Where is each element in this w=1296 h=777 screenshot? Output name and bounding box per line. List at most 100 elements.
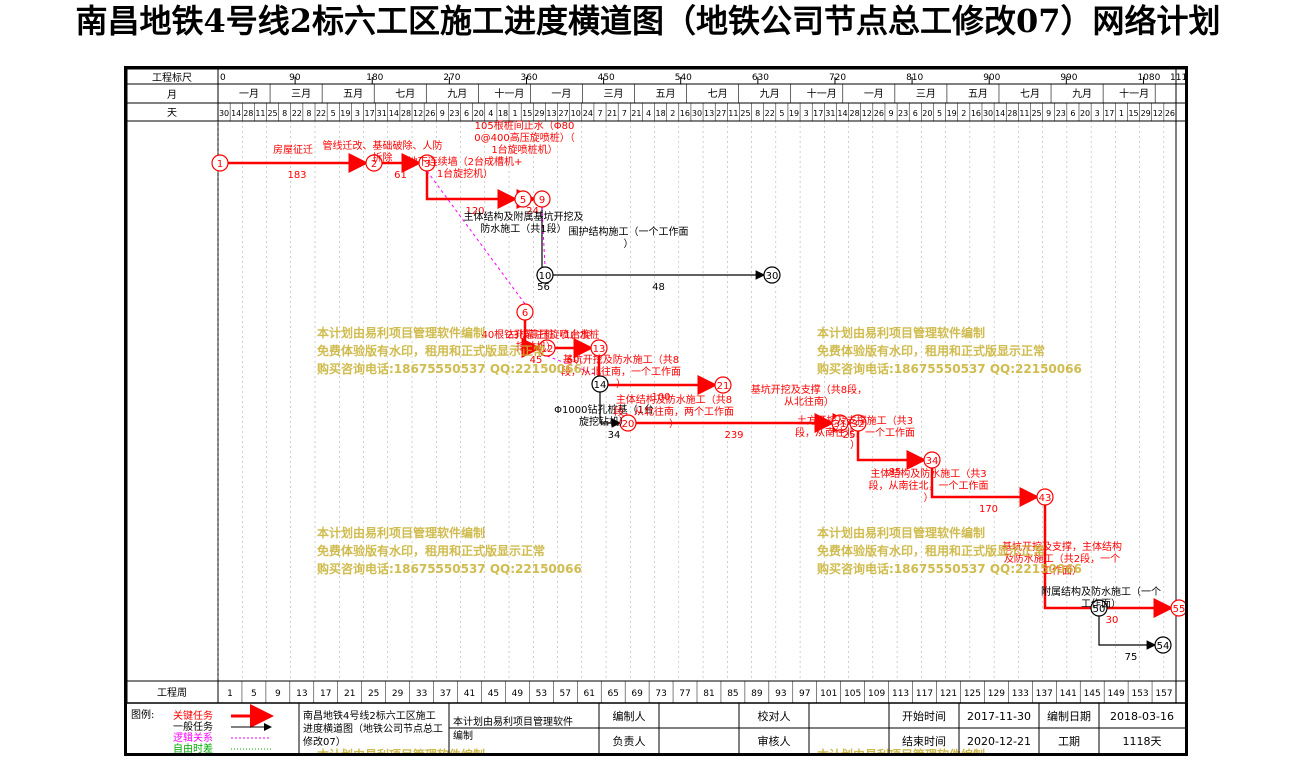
- day-label: 16: [971, 109, 981, 118]
- info-date-label: 编制日期: [1047, 709, 1091, 723]
- task-name-label: 基坑开挖及支撑，主体结构: [1002, 540, 1122, 553]
- day-label: 30: [983, 109, 993, 118]
- day-label: 8: [282, 109, 287, 118]
- scale-tick-label: 900: [983, 73, 1000, 83]
- network-node: [533, 190, 551, 208]
- day-label: 6: [1070, 109, 1075, 118]
- task-name-label: ）: [669, 418, 679, 430]
- node-number: 50: [1093, 604, 1106, 615]
- node-number: 6: [522, 308, 528, 319]
- week-label: 77: [679, 689, 690, 699]
- week-label: 157: [1155, 689, 1172, 699]
- week-label: 149: [1108, 689, 1125, 699]
- network-node: [849, 414, 867, 432]
- node-number: 20: [622, 419, 635, 430]
- week-label: 73: [655, 689, 666, 699]
- week-label: 109: [868, 689, 885, 699]
- task-duration-label: 30: [1106, 615, 1119, 626]
- task-name-label: 拆除: [373, 151, 393, 164]
- week-label: 129: [988, 689, 1005, 699]
- info-project-name: 南昌地铁4号线2标六工区施工: [303, 709, 436, 722]
- scale-tick-label: 810: [906, 73, 923, 83]
- task-name-label: 主体结构及防水施工（共3: [870, 467, 986, 480]
- legend-item-label: 逻辑关系: [173, 731, 213, 744]
- node-number: 14: [594, 380, 607, 391]
- task-name-label: 从北往南）: [784, 395, 834, 408]
- day-label: 16: [680, 109, 690, 118]
- task-name-label: Φ1000钻孔桩基（1台: [554, 403, 654, 416]
- month-label: 五月: [968, 88, 988, 100]
- info-start-value: 2017-11-30: [967, 710, 1031, 723]
- day-label: 6: [913, 109, 918, 118]
- week-label: 65: [607, 689, 618, 699]
- day-label: 17: [813, 109, 823, 118]
- watermark-text: 本计划由易利项目管理软件编制: [317, 747, 485, 753]
- network-node: [831, 414, 849, 432]
- task-arrow: [521, 320, 542, 358]
- month-label: 五月: [343, 88, 363, 100]
- day-label: 31: [377, 109, 387, 118]
- day-label: 27: [559, 109, 569, 118]
- scale-tick-label: 270: [443, 73, 460, 83]
- network-node: [211, 154, 229, 172]
- month-label: 十一月: [494, 87, 524, 100]
- day-label: 28: [1007, 109, 1017, 118]
- task-duration-label: 60: [567, 355, 580, 366]
- watermark-text: 本计划由易利项目管理软件编制: [817, 525, 985, 540]
- task-duration-label: 100: [651, 392, 670, 403]
- day-label: 26: [874, 109, 884, 118]
- day-label: 1: [1119, 109, 1124, 118]
- node-number: 3: [424, 159, 430, 170]
- day-label: 14: [231, 109, 241, 118]
- week-label: 45: [488, 689, 499, 699]
- info-duration-value: 1118天: [1123, 735, 1162, 748]
- week-label: 113: [892, 689, 909, 699]
- info-software: 本计划由易利项目管理软件: [453, 715, 573, 728]
- task-name-label: 旋挖钻机）: [579, 415, 629, 428]
- week-label: 89: [751, 689, 763, 699]
- node-number: 9: [539, 195, 545, 206]
- day-label: 11: [1019, 109, 1029, 118]
- week-label: 69: [631, 689, 643, 699]
- task-arrow: [425, 171, 518, 209]
- day-label: 13: [704, 109, 714, 118]
- week-label: 9: [275, 689, 281, 699]
- day-label: 17: [1104, 109, 1114, 118]
- day-label: 19: [789, 109, 799, 118]
- network-node: [538, 339, 556, 357]
- network-node: [591, 375, 609, 393]
- task-duration-label: 183: [287, 170, 306, 181]
- network-node: [763, 266, 781, 284]
- task-name-label: 围护结构施工（一个工作面: [569, 225, 689, 238]
- day-label: 18: [498, 109, 508, 118]
- task-name-label: 40根钻孔灌注桩（1台旋: [481, 328, 590, 341]
- week-label: 137: [1036, 689, 1053, 699]
- month-label: 九月: [447, 88, 467, 100]
- week-label: 97: [799, 689, 810, 699]
- day-label: 29: [1141, 109, 1151, 118]
- day-label: 1: [513, 109, 518, 118]
- day-label: 25: [267, 109, 277, 118]
- task-name-label: 管线迁改、基础破除、人防: [323, 139, 443, 152]
- day-label: 3: [1095, 109, 1100, 118]
- day-label: 15: [1128, 109, 1138, 118]
- header-row-label: 月: [167, 89, 177, 101]
- network-node: [514, 190, 532, 208]
- day-label: 30: [692, 109, 702, 118]
- day-label: 21: [607, 109, 617, 118]
- day-label: 30: [219, 109, 229, 118]
- network-node: [1036, 488, 1054, 506]
- scale-tick-label: 90: [289, 73, 301, 83]
- week-label: 117: [916, 689, 933, 699]
- day-label: 18: [656, 109, 666, 118]
- day-label: 22: [292, 109, 302, 118]
- node-number: 21: [717, 381, 730, 392]
- scale-tick-label: 450: [598, 73, 615, 83]
- week-label: 133: [1012, 689, 1029, 699]
- day-label: 8: [755, 109, 760, 118]
- network-chart-frame: 工程标尺月天 0 90 180 270 360 450 540 630 720 810 900 990 1…: [124, 66, 1188, 756]
- day-label: 10: [571, 109, 581, 118]
- day-label: 31: [825, 109, 835, 118]
- task-name-label: 1台旋挖机）: [437, 167, 493, 180]
- day-label: 28: [850, 109, 860, 118]
